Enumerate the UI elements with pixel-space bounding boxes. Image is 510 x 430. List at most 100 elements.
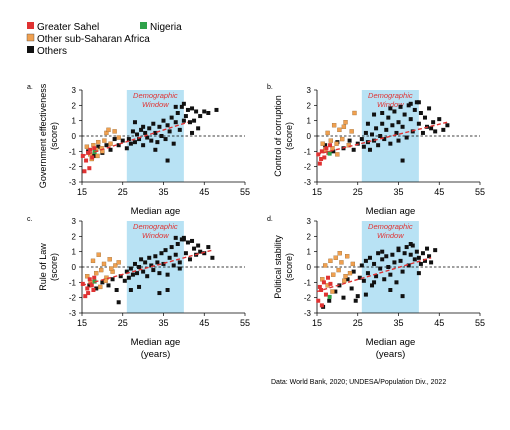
data-point bbox=[116, 135, 121, 140]
data-point bbox=[406, 263, 411, 268]
data-point bbox=[192, 118, 197, 123]
x-tick-label: 25 bbox=[118, 318, 128, 328]
data-point bbox=[130, 129, 135, 134]
data-point bbox=[118, 274, 123, 279]
data-point bbox=[161, 261, 166, 266]
data-point bbox=[190, 130, 195, 135]
data-point bbox=[83, 294, 88, 299]
data-point bbox=[408, 117, 413, 122]
data-point bbox=[326, 275, 331, 280]
data-point bbox=[181, 118, 186, 123]
data-point bbox=[414, 249, 419, 254]
data-point bbox=[185, 240, 190, 245]
data-point bbox=[394, 280, 399, 285]
data-point bbox=[92, 153, 97, 158]
data-point bbox=[320, 141, 325, 146]
data-point bbox=[427, 106, 432, 111]
data-point bbox=[104, 143, 109, 148]
data-point bbox=[155, 140, 160, 145]
data-point bbox=[319, 149, 324, 154]
data-point bbox=[319, 288, 324, 292]
data-point bbox=[99, 267, 104, 273]
panel-label: d. bbox=[267, 216, 273, 223]
data-point bbox=[91, 288, 96, 292]
data-point bbox=[90, 155, 95, 160]
data-point bbox=[96, 144, 101, 149]
panel-label: c. bbox=[27, 216, 33, 223]
data-point bbox=[141, 143, 146, 148]
trend-line bbox=[316, 121, 448, 156]
data-point bbox=[175, 111, 180, 115]
data-point bbox=[128, 288, 133, 292]
data-point bbox=[116, 143, 121, 148]
data-point bbox=[194, 109, 199, 114]
data-point bbox=[141, 124, 146, 129]
x-tick-label: 45 bbox=[434, 187, 444, 197]
data-point bbox=[120, 138, 125, 143]
data-point bbox=[319, 303, 324, 308]
data-point bbox=[429, 260, 434, 265]
x-tick-label: 45 bbox=[199, 318, 209, 328]
data-point bbox=[84, 144, 90, 149]
data-point bbox=[396, 246, 401, 251]
y-axis-label: Political stability bbox=[273, 235, 283, 299]
data-point bbox=[355, 294, 360, 299]
y-tick-label: -2 bbox=[304, 163, 312, 172]
legend-swatch bbox=[27, 22, 34, 29]
data-point bbox=[122, 278, 127, 283]
data-point bbox=[126, 137, 131, 142]
data-point bbox=[316, 298, 321, 303]
panel-label: b. bbox=[267, 84, 273, 91]
data-point bbox=[335, 152, 340, 157]
trend-line bbox=[81, 249, 213, 287]
data-point bbox=[92, 275, 97, 280]
data-point bbox=[345, 254, 350, 259]
window-label: Window bbox=[142, 100, 169, 109]
data-point bbox=[412, 257, 417, 262]
window-label: Demographic bbox=[368, 91, 413, 100]
data-point bbox=[210, 255, 215, 260]
y-axis-label: (score) bbox=[284, 253, 294, 281]
data-point bbox=[112, 129, 117, 134]
x-tick-label: 35 bbox=[393, 187, 403, 197]
data-point bbox=[187, 257, 192, 262]
data-point bbox=[325, 130, 330, 136]
x-tick-label: 15 bbox=[77, 318, 87, 328]
data-point bbox=[185, 107, 190, 112]
data-point bbox=[388, 272, 393, 277]
y-tick-label: 1 bbox=[307, 248, 312, 257]
data-point bbox=[345, 277, 350, 282]
data-point bbox=[372, 261, 377, 266]
data-point bbox=[378, 134, 383, 138]
data-point bbox=[328, 281, 333, 286]
data-point bbox=[390, 123, 395, 128]
data-point bbox=[94, 286, 99, 291]
data-point bbox=[128, 141, 133, 146]
data-point bbox=[132, 120, 137, 125]
data-point bbox=[433, 129, 438, 134]
data-point bbox=[124, 146, 129, 151]
data-point bbox=[102, 138, 107, 143]
data-point bbox=[416, 255, 421, 260]
data-point bbox=[183, 114, 188, 119]
data-point bbox=[400, 294, 405, 299]
data-point bbox=[179, 237, 184, 242]
data-point bbox=[181, 237, 186, 242]
data-point bbox=[388, 288, 393, 292]
data-point bbox=[388, 106, 393, 111]
data-point bbox=[323, 143, 328, 148]
data-point bbox=[372, 112, 377, 117]
data-point bbox=[165, 272, 170, 277]
trend-line bbox=[81, 121, 189, 157]
data-point bbox=[151, 268, 156, 273]
y-tick-label: -2 bbox=[304, 294, 312, 303]
data-point bbox=[87, 283, 92, 288]
data-point bbox=[416, 121, 421, 126]
data-point bbox=[87, 277, 92, 282]
data-point bbox=[192, 246, 197, 251]
data-point bbox=[380, 121, 385, 126]
data-point bbox=[214, 107, 219, 112]
data-point bbox=[427, 254, 432, 259]
data-point bbox=[141, 269, 146, 274]
data-point bbox=[87, 166, 92, 171]
